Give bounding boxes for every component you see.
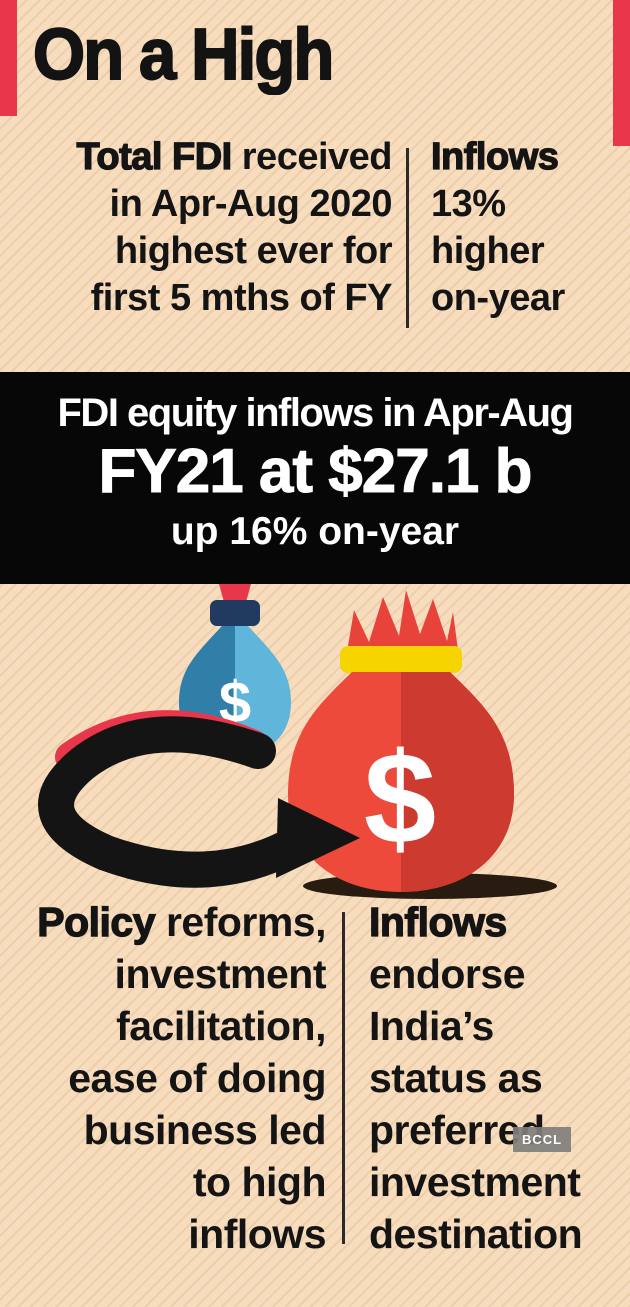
red-accent-bar-left xyxy=(0,0,17,116)
top-right-text: Inflows 13% higher on-year xyxy=(430,134,565,328)
blue-bag-knot xyxy=(219,584,251,602)
text-line: investment xyxy=(114,951,327,997)
text-line: higher xyxy=(431,230,545,272)
banner-line-3: up 16% on-year xyxy=(170,510,460,553)
bottom-right-text: Inflows endorse India’s status as prefer… xyxy=(368,896,583,1260)
text-line: to high xyxy=(192,1159,327,1205)
top-left-lead-rest: received xyxy=(241,136,393,178)
text-line: India’s xyxy=(369,1003,494,1049)
text-line: highest ever for xyxy=(114,230,393,272)
text-line: business led xyxy=(83,1107,327,1153)
text-line: in Apr-Aug 2020 xyxy=(109,183,393,225)
text-line: ease of doing xyxy=(68,1055,326,1101)
red-bag-body-shaded-half xyxy=(401,672,515,892)
text-line: on-year xyxy=(431,277,565,319)
red-accent-bar-right xyxy=(613,0,630,146)
bottom-summary-section: Policy reforms, investment facilitation,… xyxy=(34,896,596,1260)
page-title: On a High xyxy=(32,14,335,96)
text-line: Inflows xyxy=(430,134,565,181)
bottom-left-lead-rest: reforms, xyxy=(165,899,327,945)
text-line: 13% xyxy=(431,183,506,225)
banner-line-1: FDI equity inflows in Apr-Aug xyxy=(57,391,574,435)
red-bag-knot-frills xyxy=(346,590,459,658)
text-line: inflows xyxy=(188,1211,326,1257)
bottom-right-lead: Inflows xyxy=(368,898,508,945)
large-bag-dollar-sign: $ xyxy=(364,725,436,871)
blue-bag-tie-band xyxy=(210,600,260,626)
top-column-divider xyxy=(406,148,409,328)
text-line: Total FDI received xyxy=(34,134,393,181)
text-line: endorse xyxy=(369,951,526,997)
red-money-bag: $ xyxy=(287,590,515,892)
top-right-lead: Inflows xyxy=(430,135,559,178)
bccl-watermark: BCCL xyxy=(513,1127,572,1152)
bottom-left-lead: Policy xyxy=(37,898,157,945)
top-summary-section: Total FDI received in Apr-Aug 2020 highe… xyxy=(34,134,596,328)
top-left-text: Total FDI received in Apr-Aug 2020 highe… xyxy=(34,134,393,328)
text-line: destination xyxy=(369,1211,583,1257)
text-line: Policy reforms, xyxy=(34,896,327,948)
headline-banner: FDI equity inflows in Apr-Aug FY21 at $2… xyxy=(0,372,630,584)
top-left-lead: Total FDI xyxy=(76,135,233,178)
arrow-swoosh xyxy=(38,716,311,888)
red-bag-yellow-tie-band xyxy=(340,646,462,673)
text-line: status as xyxy=(369,1055,543,1101)
text-line: Inflows xyxy=(368,896,582,948)
growth-arrow xyxy=(38,710,360,888)
arrow-head xyxy=(276,798,360,878)
bottom-column-divider xyxy=(342,912,345,1244)
text-line: investment xyxy=(369,1159,581,1205)
text-line: first 5 mths of FY xyxy=(90,277,393,319)
text-line: facilitation, xyxy=(116,1003,326,1049)
banner-line-2: FY21 at $27.1 b xyxy=(98,437,533,507)
bottom-left-text: Policy reforms, investment facilitation,… xyxy=(34,896,327,1260)
